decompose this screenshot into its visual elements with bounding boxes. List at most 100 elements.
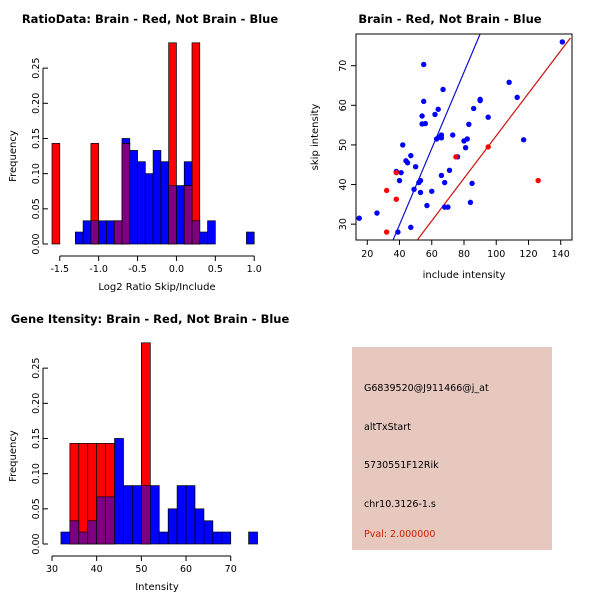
hist-bar-red (78, 443, 89, 545)
y-tick-label: 0.20 (31, 393, 42, 414)
probe-info-panel: G6839520@J911466@j_at altTxStart 5730551… (300, 300, 600, 600)
scatter-point (400, 142, 406, 148)
x-tick-label: -0.5 (128, 264, 147, 275)
y-tick-label: 0.05 (31, 498, 42, 519)
x-tick-label: 100 (487, 249, 505, 260)
locus-label: chr10.3126-1.s (364, 499, 436, 510)
hist-bar-blue (129, 150, 138, 245)
hist-bar-overlap (90, 220, 100, 245)
scatter-point (421, 98, 427, 105)
scatter-point (398, 169, 404, 176)
hist-bar-blue (194, 508, 205, 545)
hist-bar-red (191, 42, 201, 245)
scatter-point (485, 144, 491, 150)
ratio-histogram-panel: RatioData: Brain - Red, Not Brain - Blue… (0, 0, 300, 300)
scatter-point (438, 132, 445, 138)
x-axis-title: include intensity (423, 270, 506, 281)
scatter-point (408, 152, 414, 159)
scatter-point (466, 121, 472, 128)
event-type-label: altTxStart (364, 422, 411, 433)
x-tick-label: 30 (46, 564, 58, 575)
x-tick-label: 120 (519, 249, 537, 260)
scatter-point (438, 172, 445, 179)
scatter-point (393, 169, 399, 176)
scatter-point (520, 137, 527, 143)
x-tick-label: 60 (426, 249, 438, 260)
intensity-scatter-canvas: 30 40 50 60 70 skip intensity 20 40 60 80 100 120 14… (310, 33, 573, 281)
y-tick-label: 0.15 (31, 428, 42, 449)
hist-bar-blue (246, 231, 255, 245)
gene-intensity-histogram-canvas: 0.00 0.05 0.10 0.15 0.20 0.25 Frequency 30 40 50 6… (8, 342, 258, 593)
ratio-histogram-title: RatioData: Brain - Red, Not Brain - Blue (21, 12, 279, 26)
hist-bar-blue (185, 485, 196, 545)
hist-bar-blue (199, 231, 208, 245)
x-tick-label: 0.0 (169, 264, 184, 275)
intensity-scatter-title: Brain - Red, Not Brain - Blue (358, 12, 542, 26)
scatter-point (450, 132, 456, 138)
scatter-point (441, 179, 448, 186)
x-tick-label: 1.0 (247, 264, 262, 275)
hist-bar-blue (203, 520, 214, 545)
hist-bar-blue (149, 485, 160, 545)
scatter-point (422, 120, 429, 127)
scatter-point (470, 105, 477, 112)
y-tick-label: 70 (338, 60, 349, 72)
y-tick-label: 0.00 (31, 533, 42, 554)
hist-bar-overlap (69, 520, 80, 545)
hist-bar-blue (98, 220, 107, 245)
hist-bar-overlap (113, 220, 123, 245)
x-tick-label: 70 (225, 564, 237, 575)
hist-bar-blue (82, 220, 92, 245)
hist-bar-blue (207, 220, 216, 245)
ratio-histogram-content: 0.00 0.05 0.10 0.15 0.20 0.25 Frequency -1.5 -1.… (8, 42, 262, 293)
scatter-point (383, 229, 390, 235)
hist-bar-overlap (168, 185, 177, 245)
scatter-point (408, 224, 414, 231)
scatter-point (445, 204, 451, 210)
y-tick-label: 0.10 (31, 163, 42, 184)
hist-bar-blue (60, 531, 71, 545)
hist-bar-overlap (78, 531, 89, 545)
hist-bar-blue (183, 161, 193, 186)
scatter-point (446, 167, 453, 173)
scatter-point (485, 114, 491, 120)
hist-bar-red (51, 143, 61, 245)
scatter-point (383, 187, 390, 194)
y-axis-title: skip intensity (310, 104, 321, 171)
scatter-inner (356, 34, 571, 240)
scatter-point (429, 188, 435, 194)
scatter-point (464, 136, 470, 142)
y-tick-label: 60 (338, 99, 349, 111)
scatter-point (404, 160, 411, 166)
x-axis-title: Intensity (135, 582, 179, 593)
x-tick-label: 60 (180, 564, 192, 575)
scatter-point (393, 196, 399, 202)
x-tick-label: 0.5 (208, 264, 223, 275)
hist-bar-blue (212, 531, 223, 545)
scatter-point (435, 106, 441, 112)
y-tick-label: 0.10 (31, 463, 42, 484)
y-axis-title: Frequency (8, 130, 19, 182)
y-tick-label: 50 (338, 139, 349, 151)
hist-bar-blue (152, 150, 162, 245)
scatter-point (559, 39, 566, 45)
hist-bar-blue (176, 485, 187, 545)
y-tick-label: 0.00 (31, 233, 42, 254)
scatter-point (506, 79, 512, 86)
hist-bar-overlap (96, 496, 106, 545)
scatter-point (453, 154, 459, 160)
y-tick-label: 30 (338, 218, 349, 230)
hist-bar-blue (121, 138, 131, 144)
intensity-scatter-panel: Brain - Red, Not Brain - Blue 30 40 50 60 70… (300, 0, 600, 300)
scatter-point (417, 177, 424, 184)
scatter-point (419, 113, 425, 119)
scatter-point (395, 229, 401, 235)
x-tick-label: 40 (393, 249, 405, 260)
plot-frame (355, 33, 573, 241)
x-tick-label: 80 (458, 249, 470, 260)
probe-id-label: G6839520@J911466@j_at (364, 383, 489, 394)
hist-bar-overlap (121, 143, 131, 245)
y-tick-label: 40 (338, 178, 349, 190)
scatter-point (374, 210, 380, 216)
y-tick-label: 0.05 (31, 198, 42, 219)
